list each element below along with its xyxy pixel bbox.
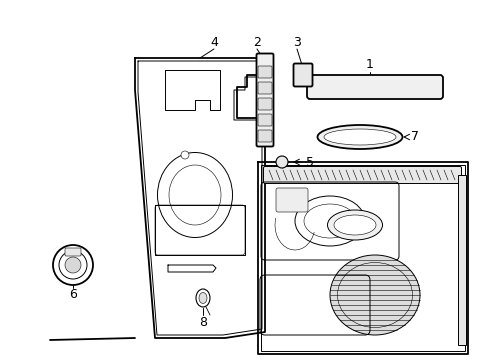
Circle shape [181, 151, 189, 159]
Text: 8: 8 [199, 315, 206, 328]
Ellipse shape [324, 129, 395, 145]
Ellipse shape [327, 210, 382, 240]
Text: 6: 6 [69, 288, 77, 302]
FancyBboxPatch shape [65, 248, 81, 256]
Circle shape [275, 156, 287, 168]
FancyBboxPatch shape [275, 188, 307, 212]
Text: 7: 7 [410, 130, 418, 144]
Ellipse shape [329, 255, 419, 335]
FancyBboxPatch shape [258, 82, 271, 94]
Polygon shape [135, 58, 264, 338]
FancyBboxPatch shape [263, 166, 461, 184]
Ellipse shape [157, 153, 232, 238]
Ellipse shape [196, 289, 209, 307]
Text: 2: 2 [253, 36, 261, 49]
Ellipse shape [199, 292, 206, 303]
Text: 3: 3 [292, 36, 300, 49]
FancyBboxPatch shape [258, 130, 271, 142]
Circle shape [65, 257, 81, 273]
Ellipse shape [317, 125, 402, 149]
Text: 1: 1 [366, 58, 373, 72]
FancyBboxPatch shape [258, 98, 271, 110]
FancyBboxPatch shape [306, 75, 442, 99]
Circle shape [53, 245, 93, 285]
Text: 4: 4 [210, 36, 218, 49]
Ellipse shape [333, 215, 375, 235]
FancyBboxPatch shape [256, 54, 273, 147]
Circle shape [59, 251, 87, 279]
FancyBboxPatch shape [293, 63, 312, 86]
FancyBboxPatch shape [258, 66, 271, 78]
FancyBboxPatch shape [258, 114, 271, 126]
FancyBboxPatch shape [457, 175, 465, 345]
Text: 5: 5 [305, 156, 313, 168]
Polygon shape [258, 162, 467, 354]
